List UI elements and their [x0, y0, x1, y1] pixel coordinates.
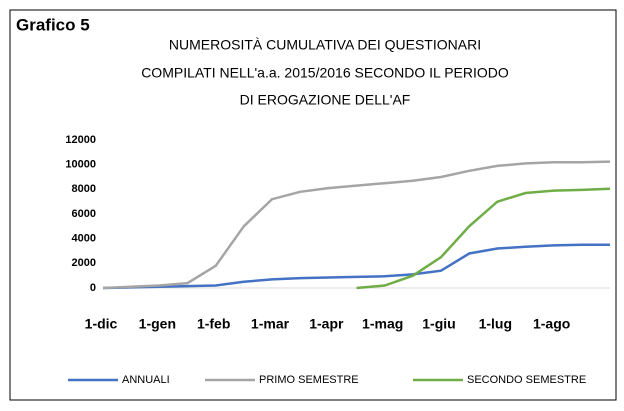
- legend-label: PRIMO SEMESTRE: [259, 374, 359, 386]
- frame: [9, 9, 617, 401]
- legend-label: ANNUALI: [122, 374, 170, 386]
- x-tick-label: 1-ago: [533, 316, 570, 332]
- x-tick-label: 1-lug: [479, 316, 512, 332]
- y-tick-label: 12000: [65, 134, 96, 146]
- y-tick-label: 0: [90, 282, 96, 294]
- x-tick-label: 1-gen: [139, 316, 176, 332]
- chart-title: DI EROGAZIONE DELL'AF: [240, 92, 411, 108]
- y-tick-label: 2000: [72, 257, 96, 269]
- legend-label: SECONDO SEMESTRE: [467, 374, 586, 386]
- x-tick-label: 1-apr: [309, 316, 344, 332]
- series-line: [102, 160, 611, 290]
- x-tick-label: 1-mar: [251, 316, 290, 332]
- figure-label: Grafico 5: [16, 15, 90, 34]
- x-tick-label: 1-dic: [85, 316, 118, 332]
- series-line: [102, 243, 610, 290]
- y-tick-label: 6000: [72, 208, 96, 220]
- chart-title: COMPILATI NELL'a.a. 2015/2016 SECONDO IL…: [141, 65, 509, 81]
- x-tick-label: 1-feb: [197, 316, 230, 332]
- chart-title: NUMEROSITÀ CUMULATIVA DEI QUESTIONARI: [169, 37, 481, 53]
- series-line: [356, 187, 611, 290]
- y-tick-label: 4000: [72, 233, 96, 245]
- x-tick-label: 1-mag: [362, 316, 403, 332]
- y-tick-label: 10000: [65, 159, 96, 171]
- y-tick-label: 8000: [72, 183, 96, 195]
- x-tick-label: 1-giu: [422, 316, 455, 332]
